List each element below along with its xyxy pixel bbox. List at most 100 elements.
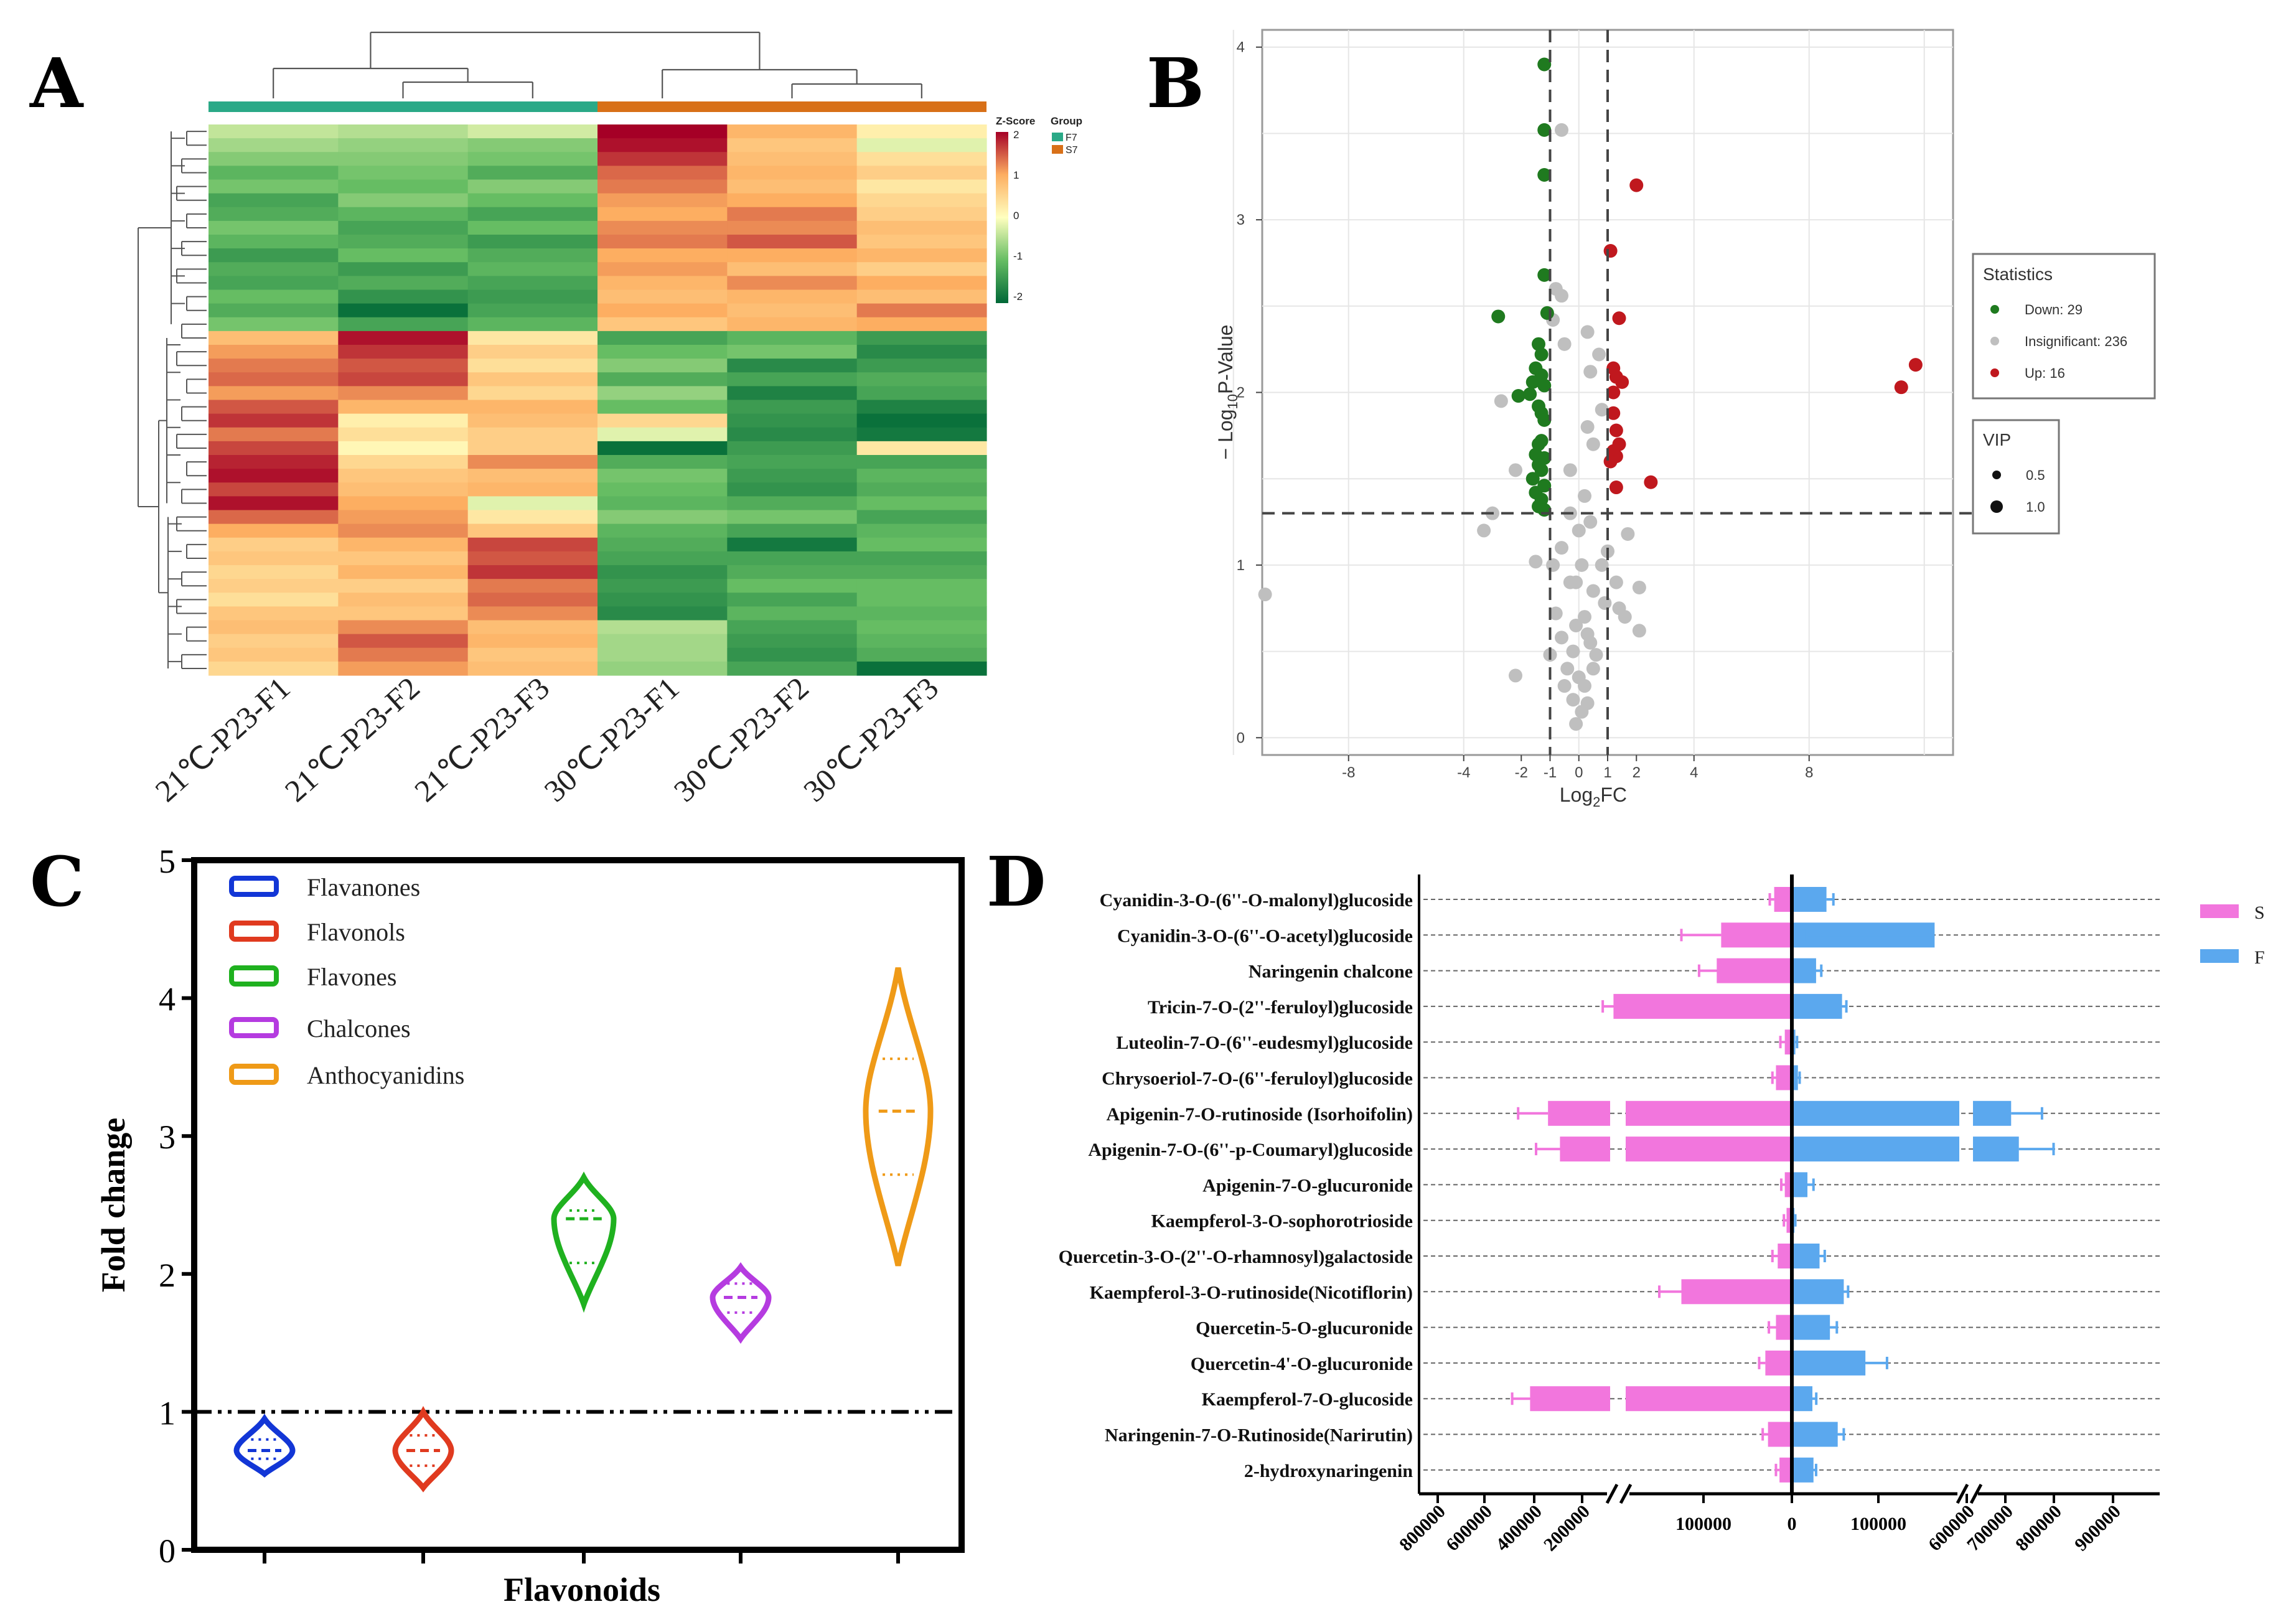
axis-subscript: 2: [1593, 794, 1600, 810]
heatmap-cell: [467, 510, 598, 525]
point-up: [1606, 385, 1621, 400]
bar-f: [1792, 958, 1816, 983]
bar-panel: Cyanidin-3-O-(6''-O-malonyl)glucoside Cya…: [1059, 874, 2265, 1555]
heatmap-cell: [856, 441, 987, 456]
legend-vip-label: 0.5: [2026, 467, 2045, 483]
point-insignificant: [1595, 558, 1609, 572]
violin-flavanones: [233, 1413, 296, 1478]
y-tick-label: 4: [159, 981, 176, 1018]
heatmap-cell: [338, 427, 469, 442]
heatmap-cell: [209, 317, 339, 332]
axis-label-part: FC: [1600, 784, 1627, 806]
heatmap-cell: [338, 606, 469, 621]
point-insignificant: [1612, 601, 1626, 616]
x-tick-label: 400000: [1492, 1501, 1546, 1555]
heatmap-cell: [467, 138, 598, 152]
heatmap-cell: [856, 289, 987, 304]
group-swatch-s7: [1052, 145, 1063, 154]
point-down: [1525, 472, 1540, 486]
heatmap-cell: [338, 482, 469, 497]
point-insignificant: [1586, 584, 1600, 598]
point-down: [1537, 268, 1552, 282]
bar-s: [1765, 1350, 1792, 1376]
x-axis-label: Flavonoids: [504, 1571, 660, 1608]
heatmap-cell: [727, 537, 858, 552]
bar-f: [1792, 1315, 1830, 1340]
bar-legend: SF: [2200, 902, 2265, 968]
heatmap-cell: [597, 372, 728, 387]
point-down: [1532, 337, 1545, 351]
heatmap-cell: [467, 235, 598, 249]
bar-f: [1792, 1279, 1844, 1305]
heatmap-cell: [338, 303, 469, 318]
heatmap-cell: [209, 537, 339, 552]
point-insignificant: [1580, 325, 1595, 339]
heatmap-cell: [856, 593, 987, 607]
legend-label-s: S: [2254, 902, 2265, 923]
axis-subscript: 10: [1225, 394, 1240, 409]
heatmap-cell: [856, 207, 987, 222]
heatmap-cell: [467, 262, 598, 276]
heatmap-cell: [338, 523, 469, 538]
heatmap-cell: [467, 400, 598, 415]
heatmap-cell: [727, 359, 858, 373]
bar-f: [1792, 1244, 1820, 1268]
heatmap-cell: [856, 537, 987, 552]
panel-label-c: C: [30, 841, 85, 922]
point-insignificant: [1609, 575, 1623, 589]
heatmap-cell: [727, 620, 858, 635]
heatmap-cell: [856, 496, 987, 511]
point-insignificant: [1586, 437, 1600, 451]
y-tick-label: 0: [159, 1532, 176, 1570]
violin-axes: 0 1 2 3 4 5 Flavonoids Fold change: [95, 843, 965, 1608]
heatmap-cell: [597, 455, 728, 469]
bar-f-broken: [1973, 1137, 2019, 1162]
point-insignificant: [1578, 610, 1591, 624]
heatmap-cell: [856, 179, 987, 194]
heatmap-cell: [209, 179, 339, 194]
heatmap-cell: [727, 303, 858, 318]
volcano-legend: Statistics Down: 29 Insignificant: 236 Up: …: [1972, 253, 2156, 535]
heatmap-cell: [338, 330, 469, 345]
heatmap-cell: [338, 469, 469, 483]
heatmap-cell: [209, 372, 339, 387]
heatmap-cell: [209, 620, 339, 635]
bar-s-broken: [1530, 1386, 1610, 1412]
x-tick-label: -4: [1457, 764, 1470, 781]
heatmap-cell: [597, 400, 728, 415]
heatmap-cell: [467, 620, 598, 635]
heatmap-cell: [727, 413, 858, 428]
bar-f: [1792, 1100, 1959, 1126]
heatmap-cell: [338, 565, 469, 579]
heatmap-cell: [727, 330, 858, 345]
bar-s: [1776, 1065, 1792, 1090]
heatmap-cell: [467, 606, 598, 621]
heatmap-cell: [209, 152, 339, 166]
heatmap-cell: [467, 634, 598, 649]
x-tick-label: 0: [1788, 1514, 1797, 1534]
heatmap-cell: [727, 276, 858, 291]
heatmap-cell: [727, 220, 858, 235]
heatmap-cell: [597, 138, 728, 152]
point-down: [1537, 378, 1552, 393]
bar-f: [1792, 1172, 1808, 1198]
heatmap-cell: [856, 193, 987, 208]
heatmap-cell: [209, 661, 339, 676]
volcano-threshold-lines: [1262, 30, 2020, 755]
heatmap-cell: [338, 138, 469, 152]
heatmap-cell: [597, 345, 728, 359]
heatmap-cell: [467, 427, 598, 442]
bar-s: [1784, 1029, 1792, 1055]
heatmap-cell: [209, 551, 339, 566]
heatmap-cell: [597, 579, 728, 593]
legend-label: Chalcones: [307, 1015, 411, 1043]
heatmap-cell: [856, 276, 987, 291]
z-score-tick: 1: [1013, 169, 1019, 181]
heatmap-cell: [338, 262, 469, 276]
bar-s: [1626, 1137, 1792, 1162]
heatmap-cell: [209, 276, 339, 291]
heatmap-cell: [856, 634, 987, 649]
point-up: [1629, 178, 1644, 192]
x-tick-label: 1: [1603, 764, 1611, 781]
heatmap-cell: [467, 303, 598, 318]
